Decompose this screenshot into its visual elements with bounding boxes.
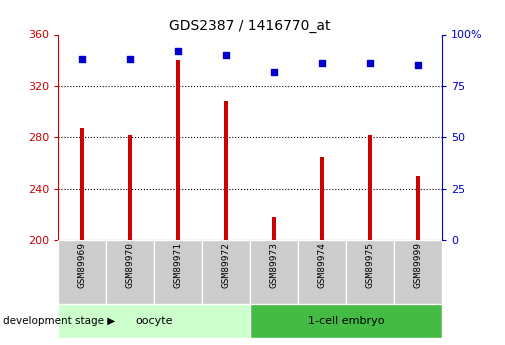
Text: development stage ▶: development stage ▶ <box>3 316 115 326</box>
Bar <box>106 240 154 304</box>
Bar <box>298 240 346 304</box>
Bar <box>346 240 394 304</box>
Point <box>318 60 326 66</box>
Bar <box>368 135 372 240</box>
Bar <box>416 176 420 240</box>
Text: GSM89974: GSM89974 <box>318 242 326 288</box>
Text: oocyte: oocyte <box>135 316 173 326</box>
Bar <box>80 128 84 240</box>
Bar <box>272 217 276 240</box>
Bar <box>202 240 250 304</box>
Text: GSM89969: GSM89969 <box>78 242 86 288</box>
Point <box>174 48 182 54</box>
Text: GSM89975: GSM89975 <box>366 242 374 288</box>
Text: GSM89973: GSM89973 <box>270 242 278 288</box>
Bar <box>128 135 132 240</box>
Text: GSM89972: GSM89972 <box>222 242 230 288</box>
Bar <box>394 240 442 304</box>
Point <box>414 62 422 68</box>
Point <box>270 69 278 74</box>
Bar <box>176 60 180 240</box>
Bar <box>250 304 442 338</box>
Point <box>222 52 230 58</box>
Title: GDS2387 / 1416770_at: GDS2387 / 1416770_at <box>169 19 331 33</box>
Text: 1-cell embryo: 1-cell embryo <box>308 316 384 326</box>
Point <box>126 57 134 62</box>
Text: GSM89971: GSM89971 <box>174 242 182 288</box>
Text: GSM89999: GSM89999 <box>414 242 422 288</box>
Bar <box>250 240 298 304</box>
Bar <box>58 304 250 338</box>
Point <box>366 60 374 66</box>
Bar <box>320 157 324 240</box>
Point <box>78 57 86 62</box>
Bar <box>58 240 106 304</box>
Bar <box>154 240 202 304</box>
Bar <box>224 101 228 240</box>
Text: GSM89970: GSM89970 <box>126 242 134 288</box>
